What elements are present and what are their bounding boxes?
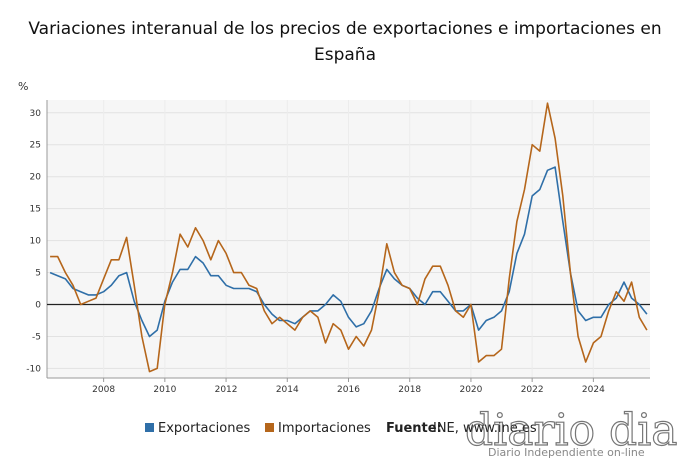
y-tick-label: 25 xyxy=(30,141,41,151)
x-tick-label: 2020 xyxy=(459,385,482,395)
y-tick-label: 5 xyxy=(35,269,41,279)
x-tick-label: 2016 xyxy=(337,385,360,395)
x-tick-label: 2022 xyxy=(521,385,544,395)
watermark: diario dia xyxy=(465,405,678,456)
y-tick-label: -5 xyxy=(32,332,41,342)
y-tick-label: 0 xyxy=(35,301,41,311)
x-tick-label: 2018 xyxy=(398,385,421,395)
y-tick-label: 10 xyxy=(30,237,42,247)
legend-label: Importaciones xyxy=(278,421,371,436)
x-tick-label: 2024 xyxy=(582,385,605,395)
series-line xyxy=(49,166,648,338)
x-tick-label: 2008 xyxy=(92,385,115,395)
y-tick-label: 20 xyxy=(30,173,42,183)
series-line xyxy=(50,102,648,373)
source-label: Fuente: xyxy=(386,421,442,436)
x-tick-label: 2014 xyxy=(276,385,299,395)
legend-swatch xyxy=(145,423,154,432)
x-tick-label: 2010 xyxy=(153,385,176,395)
y-tick-label: 30 xyxy=(30,109,42,119)
source: INE, www.ine.es xyxy=(433,421,537,436)
chart-title: Variaciones interanual de los precios de… xyxy=(28,19,662,65)
y-tick-label: 15 xyxy=(30,205,41,215)
y-tick-label: -10 xyxy=(26,364,41,374)
x-tick-label: 2012 xyxy=(215,385,238,395)
legend-swatch xyxy=(265,423,274,432)
watermark-sub: Diario Independiente on-line xyxy=(488,446,645,459)
y-axis-label: % xyxy=(18,80,28,93)
legend-label: Exportaciones xyxy=(158,421,250,436)
